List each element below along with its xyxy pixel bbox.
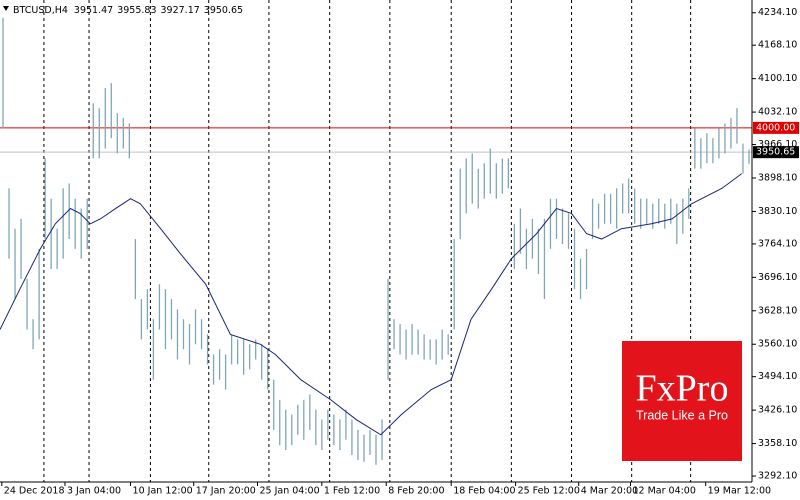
grid-layer — [43, 0, 692, 482]
ma-layer — [0, 173, 743, 436]
price-level-label: 4000.00 — [756, 122, 795, 133]
moving-average — [0, 173, 743, 436]
y-tick-label: 4032.10 — [758, 107, 797, 118]
logo: FxPro Trade Like a Pro — [622, 341, 742, 461]
header-text: BTCUSD,H4 3951.47 3955.83 3927.17 3950.65 — [13, 5, 243, 16]
header: BTCUSD,H4 3951.47 3955.83 3927.17 3950.65 — [3, 5, 243, 16]
header-high: 3955.83 — [117, 5, 156, 16]
x-tick-label: 24 Dec 2018 — [4, 486, 65, 497]
x-tick-label: 25 Jan 04:00 — [259, 486, 319, 497]
y-tick-label: 3898.10 — [758, 172, 797, 183]
y-tick-label: 3560.10 — [758, 339, 797, 350]
x-tick-label: 18 Feb 04:00 — [453, 486, 515, 497]
x-tick-label: 25 Feb 12:00 — [518, 486, 580, 497]
bar-layer — [2, 17, 750, 465]
y-tick-label: 3494.10 — [758, 371, 797, 382]
y-tick-label: 3696.10 — [758, 272, 797, 283]
price-level-tag — [753, 146, 799, 159]
header-close: 3950.65 — [204, 5, 243, 16]
x-tick-label: 3 Jan 04:00 — [67, 486, 121, 497]
logo-tagline: Trade Like a Pro — [636, 408, 728, 422]
y-tick-label: 4168.10 — [758, 40, 797, 51]
x-tick-label: 10 Jan 12:00 — [133, 486, 193, 497]
x-tick-label: 19 Mar 12:00 — [708, 486, 771, 497]
x-tick-label: 8 Feb 20:00 — [388, 486, 444, 497]
header-low: 3927.17 — [161, 5, 200, 16]
price-level-tag — [753, 121, 799, 134]
y-tick-label: 3966.10 — [758, 139, 797, 150]
y-tick-label: 3764.10 — [758, 238, 797, 249]
logo-brand: FxPro — [636, 368, 729, 410]
header-open: 3951.47 — [74, 5, 113, 16]
y-tick-label: 4100.10 — [758, 73, 797, 84]
x-tick-label: 17 Jan 20:00 — [196, 486, 256, 497]
y-tick-label: 3292.10 — [758, 471, 797, 482]
header-marker — [3, 6, 9, 11]
y-tick-label: 3426.10 — [758, 405, 797, 416]
axis-layer: 4234.10 4168.10 4100.10 4032.10 3966.10 3898.… — [1, 7, 799, 497]
y-tick-label: 3628.10 — [758, 305, 797, 316]
x-tick-label: 1 Feb 12:00 — [324, 486, 380, 497]
price-level-label: 3950.65 — [756, 147, 795, 158]
x-tick-label: 4 Mar 20:00 — [581, 486, 638, 497]
y-tick-label: 3830.10 — [758, 206, 797, 217]
x-tick-label: 12 Mar 04:00 — [632, 486, 695, 497]
logo-box — [622, 341, 742, 461]
level-layer — [0, 127, 752, 153]
header-symbol: BTCUSD,H4 — [13, 5, 68, 16]
y-tick-label: 4234.10 — [758, 7, 797, 18]
y-tick-label: 3358.10 — [758, 438, 797, 449]
